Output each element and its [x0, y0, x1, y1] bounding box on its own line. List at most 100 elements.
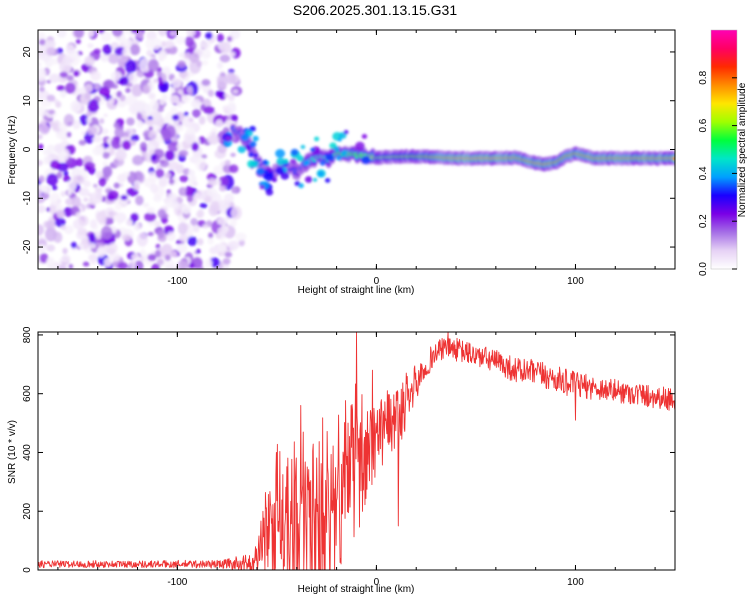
spectrogram-cell — [196, 248, 201, 254]
spectrogram-cell — [136, 120, 144, 128]
spectrogram-cell — [39, 124, 50, 135]
spectrogram-cell — [203, 106, 215, 115]
spectrogram-cell — [158, 49, 168, 61]
spectrogram-cell — [229, 218, 237, 228]
colorbar-tick-label: 0.6 — [698, 118, 709, 132]
spectrogram-cell — [234, 232, 247, 242]
spectrogram-cell — [51, 122, 59, 131]
spectrogram-cell — [290, 148, 299, 156]
spectrogram-cell — [157, 208, 166, 219]
spectrogram-cell — [38, 134, 43, 140]
spectrogram-cell — [230, 152, 236, 157]
spectrogram-cell — [149, 183, 159, 193]
spectrogram-cell — [228, 51, 236, 57]
spectrogram-cell — [187, 236, 198, 247]
spectrogram-cell — [166, 264, 177, 269]
spectrogram-cell — [117, 262, 128, 269]
spectrogram-cell — [224, 251, 233, 258]
snr-xtick-label: 100 — [567, 577, 584, 588]
spectrogram-cell — [125, 87, 131, 94]
spectrogram-cell — [63, 175, 71, 183]
spectrogram-cell — [186, 194, 194, 203]
spectrogram-cell — [104, 257, 112, 267]
spectrogram-cell — [228, 94, 235, 101]
spectrogram-cell — [232, 89, 239, 94]
spectrogram-cell — [93, 83, 101, 91]
spectrogram-cell — [60, 191, 66, 197]
spectrogram-cell — [158, 30, 167, 37]
spectrogram-cell — [218, 199, 230, 209]
spectrogram-cell — [103, 113, 109, 118]
spectrogram-cell — [275, 149, 286, 158]
colorbar-tick-label: 0.2 — [698, 214, 709, 228]
spectrogram-cell — [144, 212, 157, 222]
spectrogram-cell — [70, 241, 77, 249]
spectrogram-cell — [176, 142, 184, 151]
spectrogram-cell — [145, 38, 154, 50]
spectrogram-cell — [139, 141, 148, 152]
spectrogram-cell — [183, 131, 196, 145]
spectrogram-cell — [175, 124, 184, 132]
spectrogram-cell — [164, 150, 175, 161]
spectrogram-xlabel: Height of straight line (km) — [298, 285, 415, 296]
spectrogram-cell — [88, 233, 96, 243]
spectrogram-cell — [153, 78, 159, 84]
spectrogram-cell — [167, 161, 180, 170]
spectrogram-cell — [78, 139, 87, 146]
spectrogram-cell — [61, 254, 71, 263]
spectrogram-cell — [256, 167, 265, 176]
spectrogram-cell — [146, 49, 153, 57]
spectrogram-cell — [107, 194, 116, 201]
spectrogram-cell — [103, 141, 110, 149]
snr-xlabel: Height of straight line (km) — [298, 584, 415, 595]
spectrogram-cell — [82, 180, 91, 188]
snr-ytick-label: 800 — [22, 326, 33, 343]
spectrogram-cell — [148, 130, 157, 140]
spectrogram-cell — [38, 62, 42, 67]
spectrogram-cell — [319, 159, 327, 166]
spectrogram-cell — [113, 182, 120, 189]
spectrogram-cell — [224, 159, 231, 167]
spectrogram-cell — [112, 30, 123, 37]
spectrogram-cell — [58, 258, 64, 263]
spectrogram-cell — [103, 79, 115, 89]
spectrogram-cell — [110, 137, 123, 150]
spectrogram-cell — [150, 153, 158, 161]
spectrogram-xtick-label: 0 — [374, 276, 380, 287]
spectrogram-cell — [114, 202, 122, 211]
spectrogram-cell — [49, 159, 61, 170]
spectrogram-cell — [79, 114, 89, 126]
spectrogram-cell — [134, 260, 144, 269]
spectrogram-cell — [205, 53, 211, 58]
spectrogram-cell — [90, 259, 97, 265]
spectrogram-cell — [38, 159, 43, 167]
spectrogram-cell — [118, 76, 129, 86]
spectrogram-cell — [74, 30, 85, 39]
spectrogram-cell — [317, 171, 324, 177]
spectrogram-cell — [112, 215, 120, 222]
spectrogram-cell — [156, 258, 164, 266]
spectrogram-cell — [314, 136, 320, 142]
spectrogram-cell — [231, 114, 238, 121]
spectrogram-cell — [216, 217, 229, 226]
spectrogram-cell — [127, 72, 138, 84]
spectrogram-cell — [218, 176, 229, 187]
spectrogram-cell — [98, 177, 107, 187]
snr-xtick-label: -100 — [167, 577, 187, 588]
spectrogram-cell — [65, 82, 76, 94]
spectrogram-cell — [276, 157, 286, 166]
spectrogram-cell — [146, 207, 156, 215]
spectrogram-cell — [248, 152, 254, 158]
spectrogram-cell — [46, 94, 56, 102]
spectrogram-cell — [168, 192, 178, 202]
spectrogram-cell — [38, 39, 46, 46]
colorbar-tick-label: 0.4 — [698, 166, 709, 180]
spectrogram-cell — [91, 191, 103, 204]
spectrogram-cell — [184, 99, 189, 104]
spectrogram-cell — [92, 135, 102, 143]
spectrogram-cell — [177, 89, 184, 95]
spectrogram-cell — [87, 30, 95, 37]
spectrogram-cell — [252, 135, 259, 142]
spectrogram-cell — [217, 91, 226, 99]
spectrogram-xtick-label: -100 — [167, 276, 187, 287]
